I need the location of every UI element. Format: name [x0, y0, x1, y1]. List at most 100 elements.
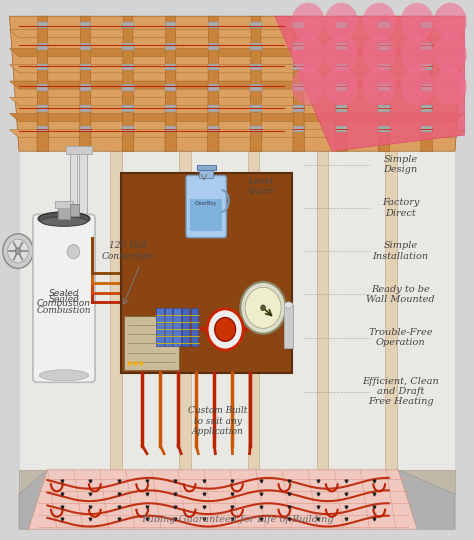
- Ellipse shape: [284, 302, 293, 308]
- Polygon shape: [398, 470, 455, 529]
- Polygon shape: [37, 105, 48, 112]
- Circle shape: [215, 318, 236, 341]
- Circle shape: [134, 361, 137, 366]
- Circle shape: [207, 309, 243, 350]
- Bar: [156, 308, 164, 346]
- Bar: [284, 305, 293, 348]
- Polygon shape: [19, 470, 47, 529]
- Bar: [165, 308, 172, 346]
- Circle shape: [325, 68, 358, 105]
- Circle shape: [8, 239, 28, 263]
- Polygon shape: [9, 81, 465, 89]
- Text: Efficient, Clean
and Draft
Free Heating: Efficient, Clean and Draft Free Heating: [362, 376, 439, 407]
- Circle shape: [245, 287, 281, 328]
- Polygon shape: [80, 16, 91, 151]
- Polygon shape: [80, 84, 91, 91]
- Polygon shape: [250, 64, 262, 70]
- Ellipse shape: [38, 212, 90, 226]
- Text: Simple
Design: Simple Design: [383, 155, 418, 174]
- Polygon shape: [165, 84, 176, 91]
- Polygon shape: [421, 16, 432, 151]
- Circle shape: [401, 3, 434, 40]
- Polygon shape: [9, 30, 465, 38]
- Polygon shape: [250, 105, 262, 112]
- Text: ClearBoy: ClearBoy: [195, 201, 217, 206]
- Polygon shape: [165, 105, 176, 112]
- Bar: [79, 151, 87, 238]
- Bar: [199, 168, 213, 178]
- Circle shape: [434, 35, 467, 73]
- Polygon shape: [9, 97, 465, 105]
- Polygon shape: [336, 43, 347, 50]
- Polygon shape: [378, 84, 390, 91]
- Text: Custom Built
to suit any
Application: Custom Built to suit any Application: [188, 406, 248, 436]
- Polygon shape: [208, 64, 219, 70]
- Circle shape: [363, 3, 396, 40]
- Polygon shape: [293, 126, 304, 132]
- Polygon shape: [80, 43, 91, 50]
- Circle shape: [401, 68, 434, 105]
- Polygon shape: [378, 43, 390, 50]
- Bar: [197, 165, 216, 170]
- Bar: [19, 470, 455, 494]
- Polygon shape: [336, 84, 347, 91]
- Polygon shape: [293, 16, 304, 151]
- Polygon shape: [208, 105, 219, 112]
- Polygon shape: [165, 126, 176, 132]
- Polygon shape: [421, 84, 432, 91]
- Polygon shape: [122, 22, 134, 28]
- Polygon shape: [9, 113, 465, 122]
- Bar: [110, 151, 122, 470]
- Bar: [182, 308, 189, 346]
- Bar: [317, 151, 328, 470]
- Polygon shape: [165, 22, 176, 28]
- Polygon shape: [37, 64, 48, 70]
- Polygon shape: [37, 22, 48, 28]
- Polygon shape: [37, 43, 48, 50]
- Circle shape: [434, 68, 467, 105]
- Polygon shape: [37, 16, 48, 151]
- Polygon shape: [208, 84, 219, 91]
- Polygon shape: [165, 16, 176, 151]
- Polygon shape: [293, 22, 304, 28]
- Polygon shape: [9, 130, 465, 138]
- Text: Ready to be
Wall Mounted: Ready to be Wall Mounted: [366, 285, 435, 304]
- Polygon shape: [80, 64, 91, 70]
- Polygon shape: [80, 105, 91, 112]
- Polygon shape: [336, 105, 347, 112]
- Polygon shape: [122, 84, 134, 91]
- Polygon shape: [28, 470, 417, 529]
- Circle shape: [139, 361, 143, 366]
- Polygon shape: [208, 16, 219, 151]
- Polygon shape: [275, 16, 465, 151]
- Polygon shape: [250, 22, 262, 28]
- Text: Level
Alarm: Level Alarm: [247, 177, 274, 196]
- Polygon shape: [9, 49, 465, 57]
- Polygon shape: [293, 64, 304, 70]
- Polygon shape: [37, 84, 48, 91]
- Bar: [248, 151, 259, 470]
- Polygon shape: [336, 22, 347, 28]
- Polygon shape: [122, 105, 134, 112]
- Polygon shape: [122, 16, 134, 151]
- Bar: [121, 173, 292, 373]
- Ellipse shape: [41, 217, 87, 226]
- Polygon shape: [378, 64, 390, 70]
- Text: Sealed
Combustion: Sealed Combustion: [37, 289, 91, 308]
- Polygon shape: [208, 43, 219, 50]
- Text: Tubing Guaranteed for Life of Building: Tubing Guaranteed for Life of Building: [141, 515, 333, 524]
- Polygon shape: [19, 32, 455, 475]
- Circle shape: [434, 3, 467, 40]
- Circle shape: [325, 35, 358, 73]
- Text: Sealed
Combustion: Sealed Combustion: [37, 295, 91, 315]
- Polygon shape: [250, 126, 262, 132]
- Polygon shape: [421, 43, 432, 50]
- Polygon shape: [37, 126, 48, 132]
- Bar: [58, 205, 70, 219]
- Circle shape: [260, 305, 266, 311]
- Polygon shape: [208, 22, 219, 28]
- Circle shape: [67, 245, 80, 259]
- Bar: [33, 248, 73, 255]
- Polygon shape: [336, 126, 347, 132]
- Polygon shape: [378, 22, 390, 28]
